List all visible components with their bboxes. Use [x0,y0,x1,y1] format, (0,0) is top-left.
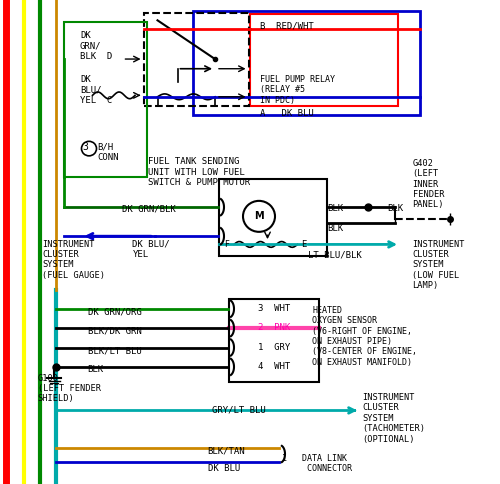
Text: G402
(LEFT
INNER
FENDER
PANEL): G402 (LEFT INNER FENDER PANEL) [412,159,444,210]
Text: BLK/DK GRN: BLK/DK GRN [88,327,142,336]
Text: DK BLU: DK BLU [208,464,240,473]
Text: 4  WHT: 4 WHT [258,362,290,371]
Text: A   DK BLU: A DK BLU [260,109,314,118]
Text: 2  PNK: 2 PNK [258,323,290,333]
Text: FUEL TANK SENDING
UNIT WITH LOW FUEL
SWITCH & PUMP MOTOR: FUEL TANK SENDING UNIT WITH LOW FUEL SWI… [148,157,250,187]
Text: BLK: BLK [328,224,344,233]
Text: DK
GRN/
BLK  D: DK GRN/ BLK D [80,31,112,61]
Text: BLK: BLK [328,204,344,213]
Bar [250,14,398,106]
Text: 1  GRY: 1 GRY [258,343,290,352]
Text: INSTRUMENT
CLUSTER
SYSTEM
(FUEL GAUGE): INSTRUMENT CLUSTER SYSTEM (FUEL GAUGE) [42,240,106,280]
Bar [192,11,420,115]
Text: M: M [254,212,264,221]
Text: DK
BLU/
YEL  C: DK BLU/ YEL C [80,75,112,105]
Text: INSTRUMENT
CLUSTER
SYSTEM
(TACHOMETER)
(OPTIONAL): INSTRUMENT CLUSTER SYSTEM (TACHOMETER) (… [362,393,426,444]
Bar [229,299,319,382]
Text: DK GRN/BLK: DK GRN/BLK [122,204,176,213]
Text: BLK: BLK [88,365,104,375]
Text: B/H
CONN: B/H CONN [98,142,119,162]
Text: B  RED/WHT: B RED/WHT [260,22,314,31]
Text: FUEL PUMP RELAY
(RELAY #5
IN PDC): FUEL PUMP RELAY (RELAY #5 IN PDC) [260,75,335,105]
Text: HEATED
OXYGEN SENSOR
(V6-RIGHT OF ENGINE,
ON EXHAUST PIPE)
(V8-CENTER OF ENGINE,: HEATED OXYGEN SENSOR (V6-RIGHT OF ENGINE… [312,306,418,367]
Text: E: E [301,240,306,249]
Text: LT BLU/BLK: LT BLU/BLK [308,251,361,260]
Text: 1   DATA LINK
     CONNECTOR: 1 DATA LINK CONNECTOR [282,454,352,473]
Bar [64,22,146,177]
Bar [219,179,326,256]
Text: 3: 3 [82,142,88,152]
Bar [144,13,248,106]
Text: 3  WHT: 3 WHT [258,304,290,313]
Text: BLK/LT BLU: BLK/LT BLU [88,346,142,355]
Text: F: F [224,240,230,249]
Text: DK GRN/ORG: DK GRN/ORG [88,307,142,317]
Text: BLK: BLK [388,204,404,213]
Text: GRY/LT BLU: GRY/LT BLU [212,406,266,415]
Text: G100
(LEFT FENDER
SHIELD): G100 (LEFT FENDER SHIELD) [38,374,100,404]
Text: DK BLU/
YEL: DK BLU/ YEL [132,240,170,259]
Text: BLK/TAN: BLK/TAN [208,446,245,455]
Text: INSTRUMENT
CLUSTER
SYSTEM
(LOW FUEL
LAMP): INSTRUMENT CLUSTER SYSTEM (LOW FUEL LAMP… [412,240,465,290]
